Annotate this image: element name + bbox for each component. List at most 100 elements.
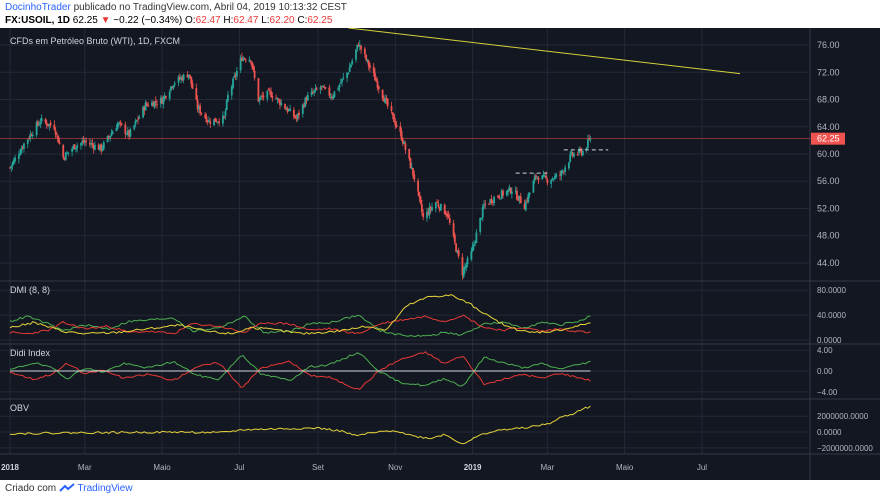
indicator-series-line: [9, 314, 591, 335]
candle-body: [75, 147, 77, 150]
candle-body: [431, 207, 433, 211]
candle-body: [275, 97, 278, 99]
x-tick-label: Jul: [234, 463, 244, 472]
tradingview-link[interactable]: TradingView: [77, 483, 133, 494]
candle-body: [292, 109, 295, 117]
candle-body: [62, 145, 65, 158]
author-link[interactable]: DocinhoTrader: [5, 2, 71, 13]
candle-body: [90, 143, 93, 145]
candle-body: [554, 175, 556, 179]
ohlc-open-label: O:: [185, 15, 196, 26]
candle-body: [445, 213, 447, 215]
candle-body: [239, 58, 242, 71]
candle-body: [400, 131, 403, 141]
candle-body: [209, 121, 212, 124]
candle-body: [133, 125, 136, 129]
candle-body: [391, 112, 394, 115]
candle-body: [314, 88, 317, 91]
chart-canvas[interactable]: 2018 Mar Maio Jul Set Nov 2019 Mar Maio Jul 76.00 7…: [0, 28, 880, 480]
x-tick-label: Set: [312, 463, 325, 472]
indicator-tick-label: 40.0000: [817, 311, 846, 320]
candle-body: [475, 232, 478, 244]
indicator-tick-label: 0.0000: [817, 428, 842, 437]
candle-body: [576, 154, 579, 156]
candle-body: [585, 147, 588, 151]
price-tick-label: 76.00: [817, 40, 840, 50]
candle-body: [578, 148, 580, 154]
candle-body: [351, 60, 354, 65]
candle-body: [571, 152, 574, 156]
candle-body: [227, 94, 229, 101]
candle-body: [248, 59, 251, 62]
indicator-tick-label: −4.00: [817, 388, 838, 397]
candle-body: [73, 144, 76, 149]
candle-body: [168, 91, 171, 99]
candle-body: [294, 115, 297, 118]
candle-body: [372, 66, 375, 74]
candle-body: [31, 134, 34, 137]
candle-body: [129, 129, 132, 137]
candle-body: [374, 73, 376, 81]
candle-body: [561, 170, 564, 172]
candle-body: [541, 175, 544, 180]
candle-body: [502, 190, 504, 196]
candle-body: [109, 136, 112, 139]
candle-body: [222, 115, 224, 124]
candle-body: [528, 192, 531, 195]
candle-body: [438, 207, 441, 210]
candle-body: [367, 60, 370, 67]
ohlc-close: 62.25: [307, 15, 333, 26]
candle-body: [357, 45, 360, 47]
candle-body: [156, 103, 158, 105]
candle-body: [499, 198, 502, 200]
candle-body: [555, 174, 558, 177]
candle-body: [280, 102, 283, 105]
candle-body: [197, 106, 200, 110]
candle-body: [399, 126, 402, 132]
candle-body: [9, 167, 11, 169]
candle-body: [180, 77, 182, 80]
publish-text: publicado no TradingView.com, Abril 04, …: [73, 2, 347, 13]
candle-body: [339, 82, 342, 84]
indicator-tick-label: 4.00: [817, 346, 833, 355]
candle-body: [125, 134, 128, 136]
candle-body: [456, 250, 459, 253]
candle-body: [546, 179, 549, 184]
candle-body: [418, 191, 421, 198]
price-tick-label: 52.00: [817, 203, 840, 213]
candle-body: [465, 264, 468, 268]
candle-body: [154, 101, 157, 103]
candle-body: [516, 190, 518, 200]
candle-body: [21, 147, 24, 149]
last-price: 62.25: [72, 15, 98, 26]
indicator-series-line: [9, 351, 591, 390]
candle-body: [85, 140, 87, 142]
candle-body: [71, 148, 74, 152]
candle-body: [333, 91, 336, 98]
x-tick-label: Maio: [153, 463, 171, 472]
candle-body: [508, 187, 511, 191]
indicator-tick-label: 2000000.0000: [817, 412, 869, 421]
indicator-series-line: [9, 294, 591, 335]
chart-area[interactable]: 2018 Mar Maio Jul Set Nov 2019 Mar Maio Jul 76.00 7…: [0, 28, 880, 480]
candle-body: [204, 114, 207, 118]
candle-body: [428, 207, 431, 216]
x-tick-label: 2019: [464, 463, 482, 472]
publish-info: DocinhoTrader publicado no TradingView.c…: [5, 2, 347, 14]
candle-body: [172, 85, 175, 89]
candle-body: [20, 148, 23, 153]
x-tick-label: Nov: [388, 463, 402, 472]
candle-body: [164, 96, 167, 98]
x-tick-label: 2018: [1, 463, 19, 472]
candle-body: [289, 108, 291, 111]
candle-body: [470, 251, 473, 260]
candle-body: [235, 70, 238, 77]
price-tick-label: 64.00: [817, 122, 840, 132]
candle-body: [306, 95, 309, 101]
candle-body: [116, 123, 119, 129]
candle-body: [45, 122, 48, 126]
candle-body: [545, 175, 547, 179]
ohlc-low: 62.20: [269, 15, 295, 26]
candle-body: [187, 74, 190, 78]
candle-body: [14, 157, 16, 161]
